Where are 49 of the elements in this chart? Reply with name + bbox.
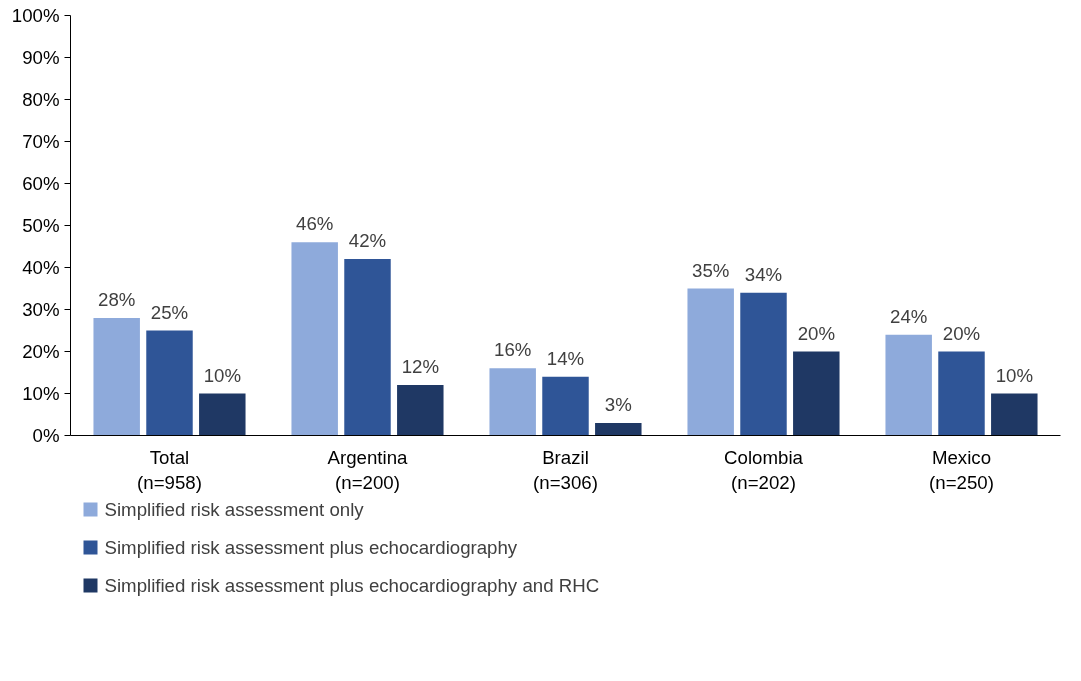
y-tick-label: 10%	[22, 383, 60, 404]
bar	[740, 292, 787, 436]
data-label: 24%	[890, 305, 928, 327]
data-label: 12%	[401, 356, 439, 378]
bar	[991, 393, 1038, 436]
x-tick-label: Colombia (n=202)	[724, 446, 804, 493]
data-label: 14%	[546, 347, 585, 369]
bar	[397, 385, 444, 436]
data-label: 20%	[942, 322, 981, 344]
y-tick-label: 50%	[22, 215, 60, 236]
y-tick-label: 90%	[22, 47, 60, 68]
bar	[199, 393, 246, 436]
data-label: 10%	[203, 364, 241, 386]
y-tick-label: 30%	[22, 299, 60, 320]
legend-label: Simplified risk assessment plus echocardiography	[104, 537, 518, 558]
data-label: 25%	[150, 301, 189, 323]
y-tick-label: 40%	[22, 257, 60, 278]
data-label: 46%	[296, 213, 334, 235]
y-tick-label: 0%	[32, 425, 60, 446]
data-label: 28%	[98, 288, 136, 310]
data-label: 10%	[995, 364, 1033, 386]
data-label: 42%	[348, 230, 387, 252]
data-label: 34%	[744, 263, 783, 285]
bar	[93, 317, 140, 436]
bar	[595, 422, 642, 436]
x-tick-label: Mexico (n=250)	[929, 446, 994, 493]
bar	[542, 376, 589, 436]
bar	[687, 288, 734, 436]
y-tick-label: 60%	[22, 173, 60, 194]
x-tick-label: Argentina (n=200)	[327, 446, 409, 493]
y-tick-label: 70%	[22, 131, 60, 152]
bar	[291, 242, 338, 436]
bar	[489, 368, 536, 436]
x-tick-label: Brazil (n=306)	[533, 446, 598, 493]
data-label: 35%	[692, 259, 730, 281]
data-label: 20%	[797, 322, 835, 344]
bar	[885, 334, 932, 436]
y-tick-label: 100%	[11, 5, 60, 26]
bar	[146, 330, 193, 436]
data-label: 16%	[494, 339, 532, 361]
legend-label: Simplified risk assessment plus echocardiography and RHC	[104, 575, 600, 596]
data-label: 3%	[604, 393, 632, 415]
y-tick-label: 80%	[22, 89, 60, 110]
legend-label: Simplified risk assessment only	[104, 499, 365, 520]
x-tick-label: Total (n=958)	[137, 446, 202, 493]
bar	[344, 259, 391, 436]
bar	[793, 351, 840, 436]
bar	[938, 351, 985, 436]
y-tick-label: 20%	[22, 341, 60, 362]
